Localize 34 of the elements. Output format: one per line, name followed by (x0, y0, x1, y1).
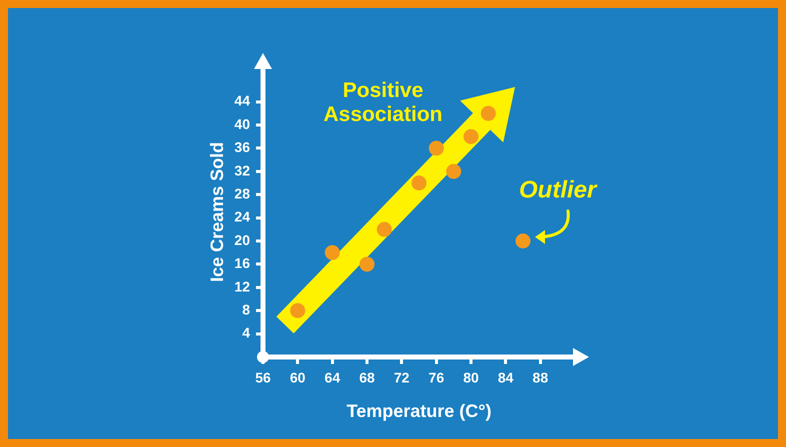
y-tick-label: 32 (234, 162, 250, 178)
y-tick-label: 40 (234, 116, 250, 132)
y-tick-label: 24 (234, 208, 250, 225)
y-tick-label: 44 (234, 92, 250, 109)
point (376, 222, 392, 237)
point (324, 245, 340, 260)
point (360, 256, 374, 272)
annotation: Outlier (519, 176, 598, 204)
y-tick-label: 12 (234, 278, 250, 294)
y-tick-label: 4 (242, 324, 250, 341)
point (480, 106, 496, 121)
x-tick-label: 64 (324, 369, 340, 386)
y-tick-label: 36 (234, 139, 250, 156)
x-tick-label: 60 (290, 369, 306, 386)
y-axis-title: Ice Creams Sold (206, 142, 227, 282)
x-tick-label: 72 (394, 369, 410, 386)
x-tick-label: 88 (532, 369, 548, 386)
point (290, 303, 306, 318)
y-tick-label: 28 (234, 185, 250, 202)
x-tick-label: 84 (498, 369, 514, 386)
annotation: Positive Association (323, 78, 443, 126)
point (446, 164, 462, 179)
point (464, 129, 478, 144)
point (516, 234, 530, 248)
x-tick-label: 80 (463, 369, 479, 386)
x-tick-label: 68 (359, 369, 375, 386)
y-tick-label: 16 (234, 255, 250, 272)
y-tick-label: 8 (242, 301, 250, 318)
point (428, 140, 444, 156)
x-axis-title: Temperature (C°) (346, 401, 492, 422)
point (412, 176, 426, 190)
y-tick-label: 20 (234, 232, 250, 248)
x-tick-label: 76 (428, 369, 444, 386)
x-tick-label: 56 (255, 369, 271, 386)
